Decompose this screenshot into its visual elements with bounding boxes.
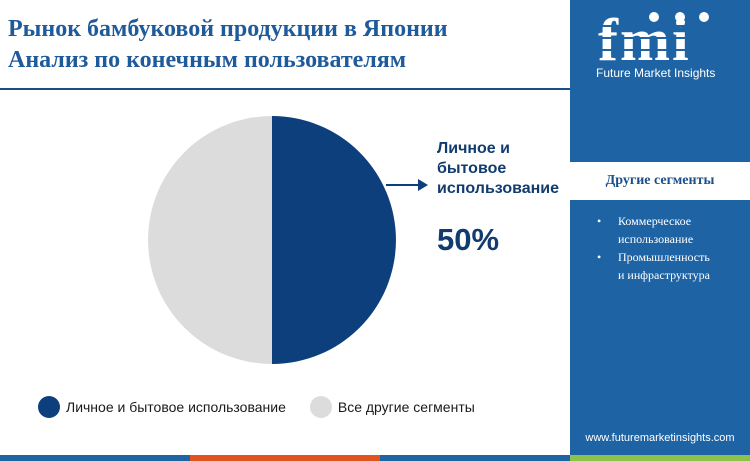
legend-label-others: Все другие сегменты — [337, 399, 475, 415]
callout-arrow-head — [418, 179, 428, 191]
title-divider — [0, 88, 570, 90]
other-segments-list: • Коммерческое использование • Промышлен… — [586, 212, 744, 284]
list-item: • Коммерческое использование — [586, 212, 744, 248]
bottom-bar-segment — [380, 455, 570, 461]
segment-line: Коммерческое — [618, 214, 692, 228]
sidebar: fmi Future Market Insights Другие сегмен… — [570, 0, 750, 455]
globe-icon — [699, 12, 709, 22]
chart-legend: Личное и бытовое использование Все други… — [38, 395, 499, 419]
bottom-bar-segment — [570, 455, 750, 461]
globe-icon — [649, 12, 659, 22]
callout-label-line-3: использование — [437, 180, 560, 197]
brand-name: Future Market Insights — [596, 66, 716, 80]
callout-label: Личное и бытовое использование — [437, 139, 577, 199]
callout-value: 50% — [437, 222, 500, 257]
legend-swatch-others — [309, 396, 332, 418]
bullet-icon: • — [597, 250, 602, 264]
fmi-logo: fmi — [596, 8, 726, 73]
globe-icon — [675, 12, 685, 22]
bottom-color-bar — [0, 455, 750, 461]
segment-line: использование — [618, 232, 694, 246]
list-item: • Промышленность и инфраструктура — [586, 248, 744, 284]
other-segments-title: Другие сегменты — [570, 162, 750, 200]
pie-chart — [148, 116, 428, 364]
legend-item-personal: Личное и бытовое использование — [38, 396, 286, 418]
title-line-2: Анализ по конечным пользователям — [8, 47, 407, 73]
segment-line: и инфраструктура — [618, 268, 711, 282]
bottom-bar-segment — [0, 455, 190, 461]
bullet-icon: • — [597, 214, 602, 228]
website-link[interactable]: www.futuremarketinsights.com — [585, 432, 735, 444]
pie-slice-2 — [148, 116, 272, 364]
title-line-1: Рынок бамбуковой продукции в Японии — [8, 16, 448, 42]
bottom-bar-segment — [190, 455, 380, 461]
page-title: Рынок бамбуковой продукции в Японии Анал… — [8, 14, 563, 76]
pie-slice-1 — [272, 116, 396, 364]
legend-item-others: Все другие сегменты — [309, 396, 475, 418]
legend-swatch-personal — [38, 396, 60, 418]
logo-lettering: fmi — [598, 8, 691, 73]
legend-label-personal: Личное и бытовое использование — [66, 399, 286, 415]
callout-label-line-1: Личное и — [437, 140, 510, 157]
segment-line: Промышленность — [618, 250, 710, 264]
callout-label-line-2: бытовое — [437, 160, 507, 177]
